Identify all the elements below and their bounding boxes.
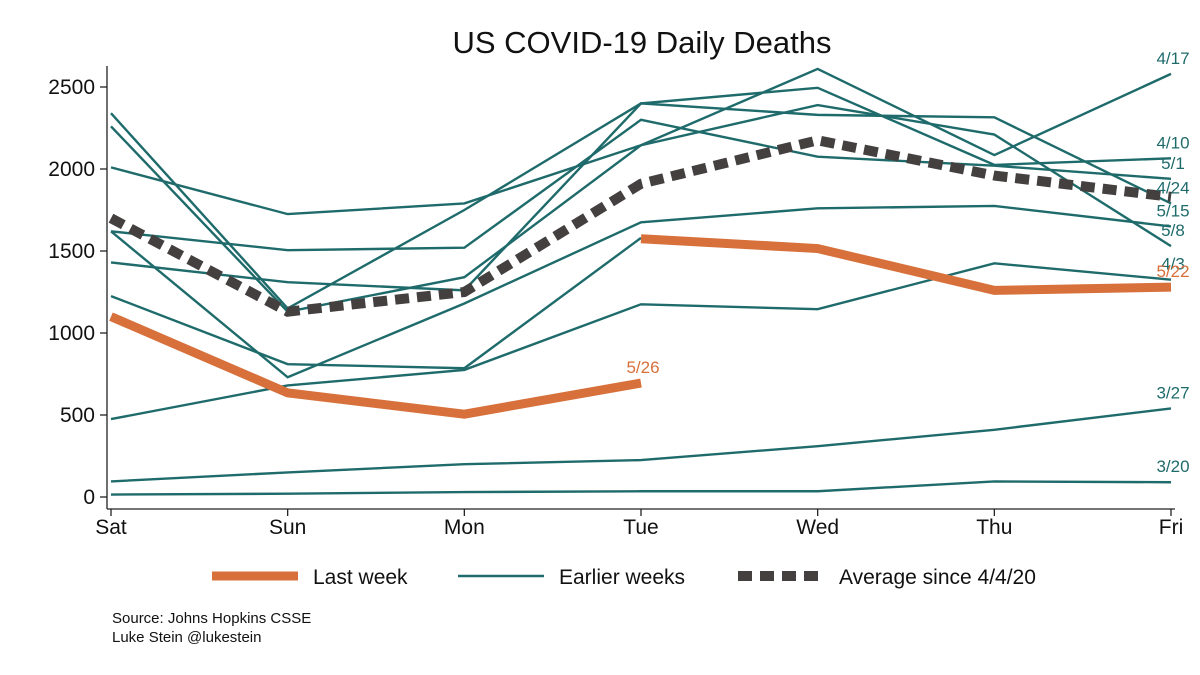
series-line-3-20 — [110, 480, 1172, 496]
author-note: Luke Stein @lukestein — [112, 629, 262, 646]
y-tick-label: 1500 — [48, 240, 95, 263]
y-tick-label: 500 — [60, 404, 95, 427]
series-end-label: 4/10 — [1156, 133, 1189, 152]
series-end-label: 5/1 — [1161, 154, 1185, 173]
series-lines — [108, 67, 1172, 496]
series-line-4-3 — [110, 262, 1172, 421]
x-tick-label: Tue — [623, 516, 658, 539]
series-line-5-22-sat-tue- — [110, 236, 642, 370]
series-line-4-17 — [110, 67, 1172, 216]
series-end-label: 5/26 — [626, 358, 659, 377]
x-tick-label: Wed — [796, 516, 839, 539]
y-tick-label: 1000 — [48, 322, 95, 345]
legend-label-last: Last week — [313, 566, 408, 589]
chart-title: US COVID-19 Daily Deaths — [452, 25, 831, 60]
series-line-5-22 — [640, 234, 1172, 295]
series-line-4-24 — [110, 102, 1172, 310]
legend: Last week Earlier weeks Average since 4/4/… — [212, 566, 1036, 589]
series-end-label: 3/27 — [1156, 383, 1189, 402]
series-end-label: 5/22 — [1156, 262, 1189, 281]
series-end-label: 5/8 — [1161, 221, 1185, 240]
series-end-label: 3/20 — [1156, 457, 1189, 476]
series-line-5-15 — [110, 204, 1172, 379]
x-tick-label: Sat — [95, 516, 127, 539]
x-tick-label: Thu — [976, 516, 1012, 539]
y-tick-label: 2500 — [48, 76, 95, 99]
series-end-label: 4/17 — [1156, 49, 1189, 68]
series-end-label: 4/3 — [1161, 255, 1185, 274]
series-line-5-1 — [110, 118, 1172, 252]
axes: 0 500 1000 1500 2000 2500 Sat Sun Mon Tue Wed Thu Fr… — [48, 66, 1183, 539]
series-end-label: 5/15 — [1156, 201, 1189, 220]
x-tick-label: Mon — [444, 516, 485, 539]
source-note: Source: Johns Hopkins CSSE — [112, 610, 312, 627]
series-line-5-26 — [109, 312, 642, 419]
legend-label-earlier: Earlier weeks — [559, 566, 685, 589]
y-tick-label: 2000 — [48, 158, 95, 181]
series-end-label: 4/24 — [1156, 178, 1189, 197]
y-tick-label: 0 — [83, 486, 95, 509]
series-line-3-27 — [110, 407, 1172, 483]
x-tick-label: Sun — [269, 516, 306, 539]
x-tick-label: Fri — [1159, 516, 1184, 539]
end-labels: 3/20 3/27 4/3 4/10 4/17 4/24 5/1 5/85/15 5/22 5/2… — [626, 49, 1189, 476]
series-line-average-since-4-4-20 — [108, 135, 1172, 317]
legend-label-average: Average since 4/4/20 — [839, 566, 1036, 589]
